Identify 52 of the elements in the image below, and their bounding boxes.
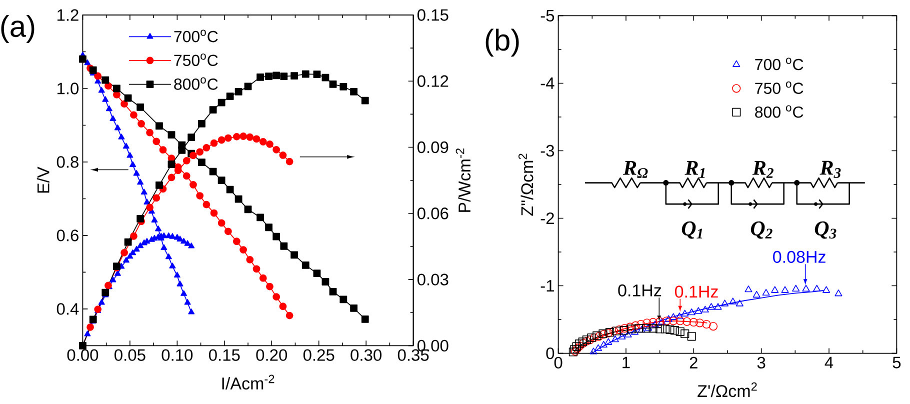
x-tick-label: 0 [554,356,562,368]
x-tick-label: 0.30 [350,349,382,361]
y2-tick-label: 0.12 [417,75,448,87]
y-tick-label: 1.2 [58,9,78,21]
annotation: Q$_{3}$ [814,221,836,239]
legend-label: 750 $^{o}$C [755,82,804,94]
x-axis-title: I/Acm$^{-2}$ [222,374,274,390]
y-axis-title: E/V [36,166,50,193]
annotation: 0.1Hz [674,286,718,298]
legend-label: 800$^{o}$C [174,77,218,90]
y-tick-label: 1.0 [58,82,79,94]
x-tick-label: 0.35 [398,349,429,361]
legend-label: 800 $^{o}$C [755,105,804,118]
annotation: 0.1Hz [618,284,662,296]
x-tick-label: 0.25 [303,349,334,361]
x-tick-label: 0.10 [162,349,193,361]
legend-label: 700$^{o}$C [174,30,218,42]
annotation: R$_{3}$ [820,160,841,178]
x-tick-label: 0.15 [208,349,240,361]
x-tick-label: 0.20 [256,349,288,361]
annotation: R$_{2}$ [752,161,774,178]
y-tick-label: -3 [540,144,554,157]
x-tick-label: 4 [824,356,834,368]
legend-label: 750$^{o}$C [174,54,218,66]
y-tick-label: -4 [540,78,554,89]
y2-tick-label: 0.06 [417,208,448,220]
y2-tick-label: 0.15 [417,9,448,21]
x-tick-label: 0.05 [114,349,146,361]
annotation: Q$_{2}$ [750,221,772,239]
x-tick-label: 2 [690,356,698,368]
y2-axis-title: P/Wcm$^{-2}$ [456,148,471,212]
y2-tick-label: 0.03 [417,274,448,286]
y-axis-title: Z"/Ωcm$^{2}$ [518,154,534,216]
y-tick-label: 0.6 [56,230,78,242]
legend-label: 700 $^{o}$C [755,58,804,70]
chart-title: (b) [486,28,519,57]
x-tick-label: 1 [622,356,630,368]
y-tick-label: 0.4 [56,303,79,315]
y2-tick-label: 0.09 [417,141,448,154]
y-tick-label: -5 [540,10,554,22]
x-tick-label: 3 [757,356,766,368]
annotation: R$_{1}$ [684,161,705,178]
x-tick-label: 5 [892,356,901,368]
y-tick-label: -1 [540,280,554,292]
annotation: 0.08Hz [773,250,826,263]
y-tick-label: -2 [540,212,554,224]
y-tick-label: 0.8 [56,156,78,168]
x-tick-label: 0.00 [67,349,98,361]
x-axis-title: Z'/Ωcm$^{2}$ [698,382,757,398]
annotation: Q$_{1}$ [682,221,702,239]
chart-title: (a) [1,15,34,43]
annotation: R$_{Ω}$ [623,161,648,178]
